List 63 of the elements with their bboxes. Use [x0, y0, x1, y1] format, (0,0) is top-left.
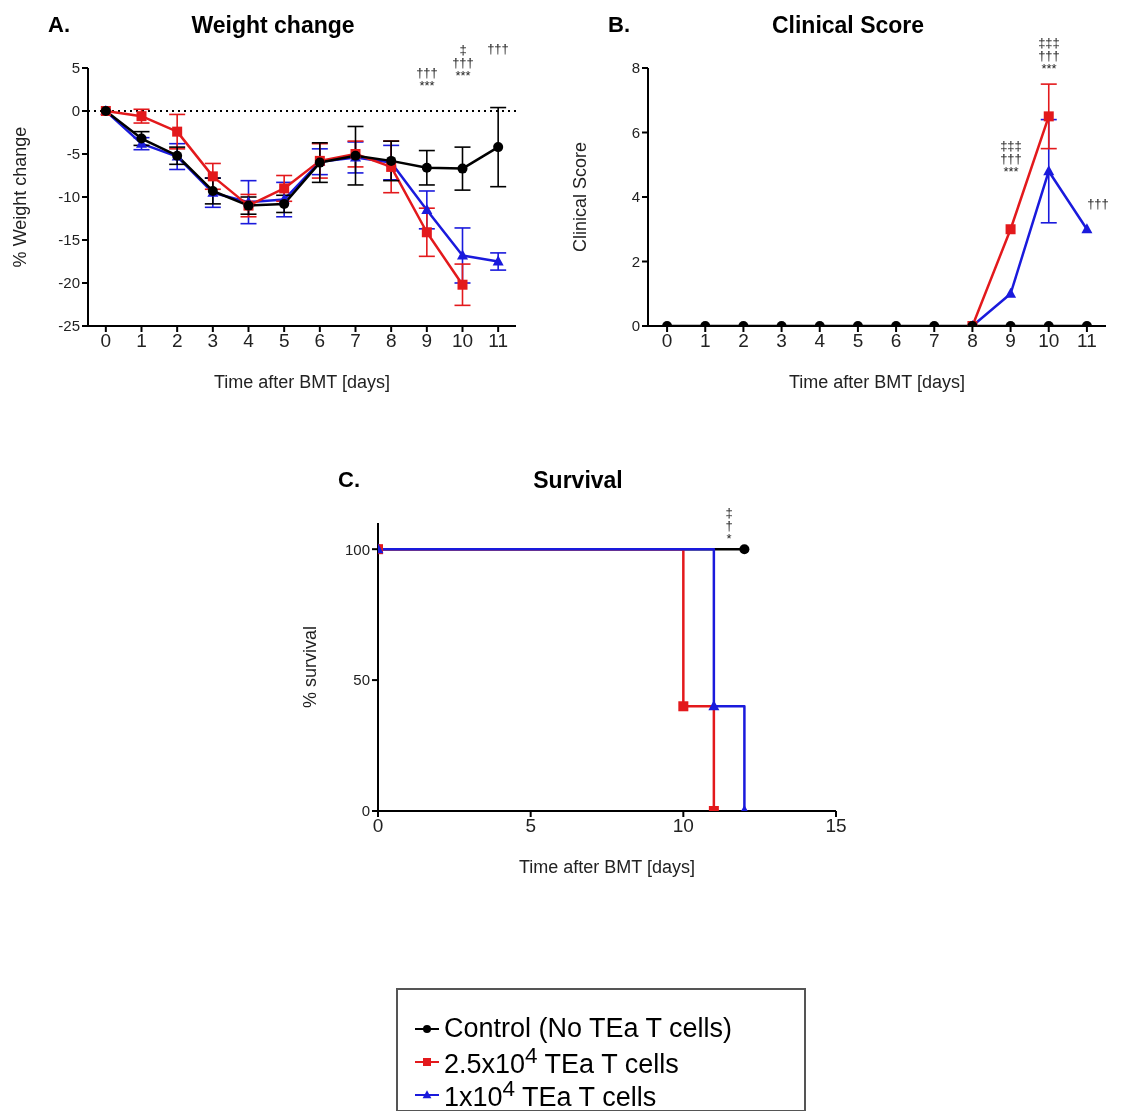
x-tick-label: 6 — [314, 330, 326, 352]
y-tick-label: -25 — [58, 317, 80, 335]
annotation: ††† *** — [416, 65, 438, 93]
x-axis-title: Time after BMT [days] — [213, 372, 391, 392]
text: ††† — [487, 41, 509, 56]
x-tick-label: 7 — [928, 330, 940, 352]
y-tick-label: 4 — [631, 188, 640, 206]
y-tick-label: 0 — [71, 102, 80, 120]
x-tick-label: 4 — [814, 330, 826, 352]
x-axis-title: Time after BMT [days] — [518, 857, 696, 877]
annotation: ‡ † * — [725, 505, 733, 546]
y-axis-title: Clinical Score — [570, 141, 591, 253]
y-tick-label: -15 — [58, 231, 80, 249]
x-tick-label: 2 — [738, 330, 749, 352]
y-tick-label: 2 — [631, 252, 640, 270]
x-tick-label: 4 — [243, 330, 255, 352]
x-tick-label: 0 — [372, 815, 384, 837]
chart-title: Clinical Score — [771, 12, 925, 38]
annotation: ‡‡‡ ††† *** — [1000, 138, 1022, 179]
y-tick-label: 6 — [631, 123, 640, 141]
x-tick-label: 15 — [825, 815, 847, 837]
y-tick-label: -10 — [58, 188, 80, 206]
chart-title: Weight change — [191, 12, 355, 38]
x-tick-label: 10 — [672, 815, 694, 837]
x-tick-label: 11 — [488, 330, 509, 352]
x-tick-label: 11 — [1077, 330, 1097, 352]
x-tick-label: 6 — [890, 330, 902, 352]
text: C. — [338, 467, 360, 493]
x-axis-title: Time after BMT [days] — [788, 372, 966, 392]
x-tick-label: 1 — [136, 330, 147, 352]
chart-title: Survival — [533, 467, 623, 493]
y-axis-title: % Weight change — [10, 126, 31, 268]
x-tick-label: 9 — [1005, 330, 1016, 352]
x-tick-label: 8 — [967, 330, 978, 352]
y-tick-label: 0 — [631, 317, 640, 335]
legend-label: Control (No TEa T cells) — [444, 1013, 733, 1044]
y-tick-label: 5 — [71, 59, 80, 77]
x-tick-label: 10 — [1038, 330, 1060, 352]
y-tick-label: 100 — [344, 540, 370, 558]
x-tick-label: 1 — [699, 330, 711, 352]
x-tick-label: 3 — [207, 330, 219, 352]
x-tick-label: 3 — [776, 330, 787, 352]
x-tick-label: 5 — [525, 815, 536, 837]
x-tick-label: 5 — [278, 330, 290, 352]
annotation: ‡ ††† *** — [452, 42, 474, 83]
x-tick-label: 8 — [385, 330, 397, 352]
y-tick-label: -5 — [66, 145, 80, 163]
x-tick-label: 5 — [852, 330, 864, 352]
x-tick-label: 10 — [451, 330, 474, 352]
text: A. — [48, 12, 70, 38]
annotation: ‡‡‡ ††† *** — [1038, 35, 1060, 76]
annotation: ††† — [1087, 196, 1109, 211]
y-axis-title: % survival — [300, 625, 321, 709]
x-tick-label: 0 — [100, 330, 112, 352]
x-tick-label: 2 — [171, 330, 183, 352]
y-tick-label: -20 — [58, 274, 80, 292]
text: B. — [608, 12, 630, 38]
x-tick-label: 9 — [421, 330, 433, 352]
y-tick-label: 0 — [361, 802, 370, 820]
y-tick-label: 8 — [631, 59, 640, 77]
x-tick-label: 0 — [661, 330, 673, 352]
x-tick-label: 7 — [350, 330, 361, 352]
y-tick-label: 50 — [353, 671, 370, 689]
